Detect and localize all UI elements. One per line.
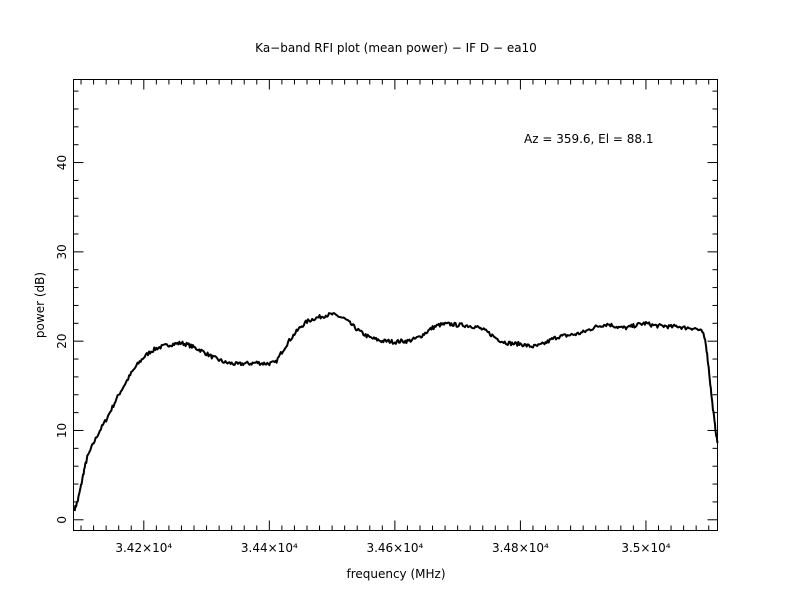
x-tick-label: 3.42×10⁴ [115, 541, 172, 555]
y-axis-label: power (dB) [33, 272, 47, 338]
plot-border [73, 79, 718, 531]
x-tick-label: 3.5×10⁴ [621, 541, 670, 555]
x-tick-label: 3.48×10⁴ [492, 541, 549, 555]
y-tick-label: 40 [55, 155, 69, 170]
y-axis-tick-labels: 0 10 20 30 40 [55, 155, 69, 524]
y-axis-ticks [73, 90, 718, 521]
pointing-annotation: Az = 359.6, El = 88.1 [524, 132, 654, 146]
y-tick-label: 10 [55, 423, 69, 438]
y-tick-label: 30 [55, 244, 69, 259]
plot-frame [73, 79, 718, 531]
y-tick-label: 20 [55, 334, 69, 349]
x-tick-label: 3.44×10⁴ [241, 541, 298, 555]
power-series-line [73, 312, 719, 512]
chart-title: Ka−band RFI plot (mean power) − IF D − e… [255, 41, 537, 55]
x-axis-ticks [80, 79, 710, 531]
x-tick-label: 3.46×10⁴ [366, 541, 423, 555]
y-tick-label: 0 [55, 516, 69, 524]
x-axis-tick-labels: 3.42×10⁴ 3.44×10⁴ 3.46×10⁴ 3.48×10⁴ 3.5×10⁴ [115, 541, 670, 555]
x-axis-label: frequency (MHz) [346, 567, 445, 581]
